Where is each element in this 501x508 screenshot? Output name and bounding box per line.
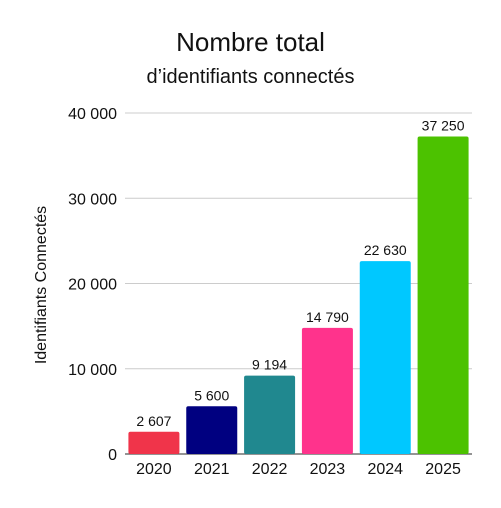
bar-2025 bbox=[417, 136, 469, 454]
bar-2021 bbox=[186, 406, 238, 454]
x-tick-label-2025: 2025 bbox=[425, 461, 461, 478]
data-label-2021: 5 600 bbox=[194, 387, 229, 403]
bar-2023 bbox=[301, 327, 353, 454]
x-axis-ticks: 2020 2021 2022 2023 2024 2025 bbox=[136, 461, 461, 478]
bar-2020 bbox=[128, 431, 180, 454]
bar-2024 bbox=[359, 261, 411, 454]
y-tick-label: 30 000 bbox=[68, 191, 117, 208]
y-axis-ticks: 0 10 000 20 000 30 000 40 000 bbox=[68, 106, 117, 464]
bars bbox=[128, 136, 469, 454]
chart-subtitle: d’identifiants connectés bbox=[146, 66, 355, 88]
y-tick-label: 20 000 bbox=[68, 277, 117, 294]
data-label-2024: 22 630 bbox=[364, 242, 407, 258]
gridlines bbox=[125, 112, 472, 455]
chart-title: Nombre total bbox=[176, 27, 325, 57]
data-label-2022: 9 194 bbox=[252, 357, 287, 373]
y-tick-label: 40 000 bbox=[68, 106, 117, 123]
y-axis-label: Identifiants Connectés bbox=[33, 206, 50, 364]
x-tick-label-2024: 2024 bbox=[367, 461, 403, 478]
data-label-2023: 14 790 bbox=[306, 309, 349, 325]
x-tick-label-2023: 2023 bbox=[310, 461, 346, 478]
data-labels: 2 607 5 600 9 194 14 790 22 630 37 250 bbox=[136, 117, 464, 428]
x-tick-label-2020: 2020 bbox=[136, 461, 172, 478]
y-tick-label: 0 bbox=[108, 447, 117, 464]
bar-2022 bbox=[244, 375, 296, 454]
x-tick-label-2021: 2021 bbox=[194, 461, 230, 478]
y-tick-label: 10 000 bbox=[68, 362, 117, 379]
x-tick-label-2022: 2022 bbox=[252, 461, 288, 478]
data-label-2020: 2 607 bbox=[136, 413, 171, 429]
data-label-2025: 37 250 bbox=[422, 117, 465, 133]
